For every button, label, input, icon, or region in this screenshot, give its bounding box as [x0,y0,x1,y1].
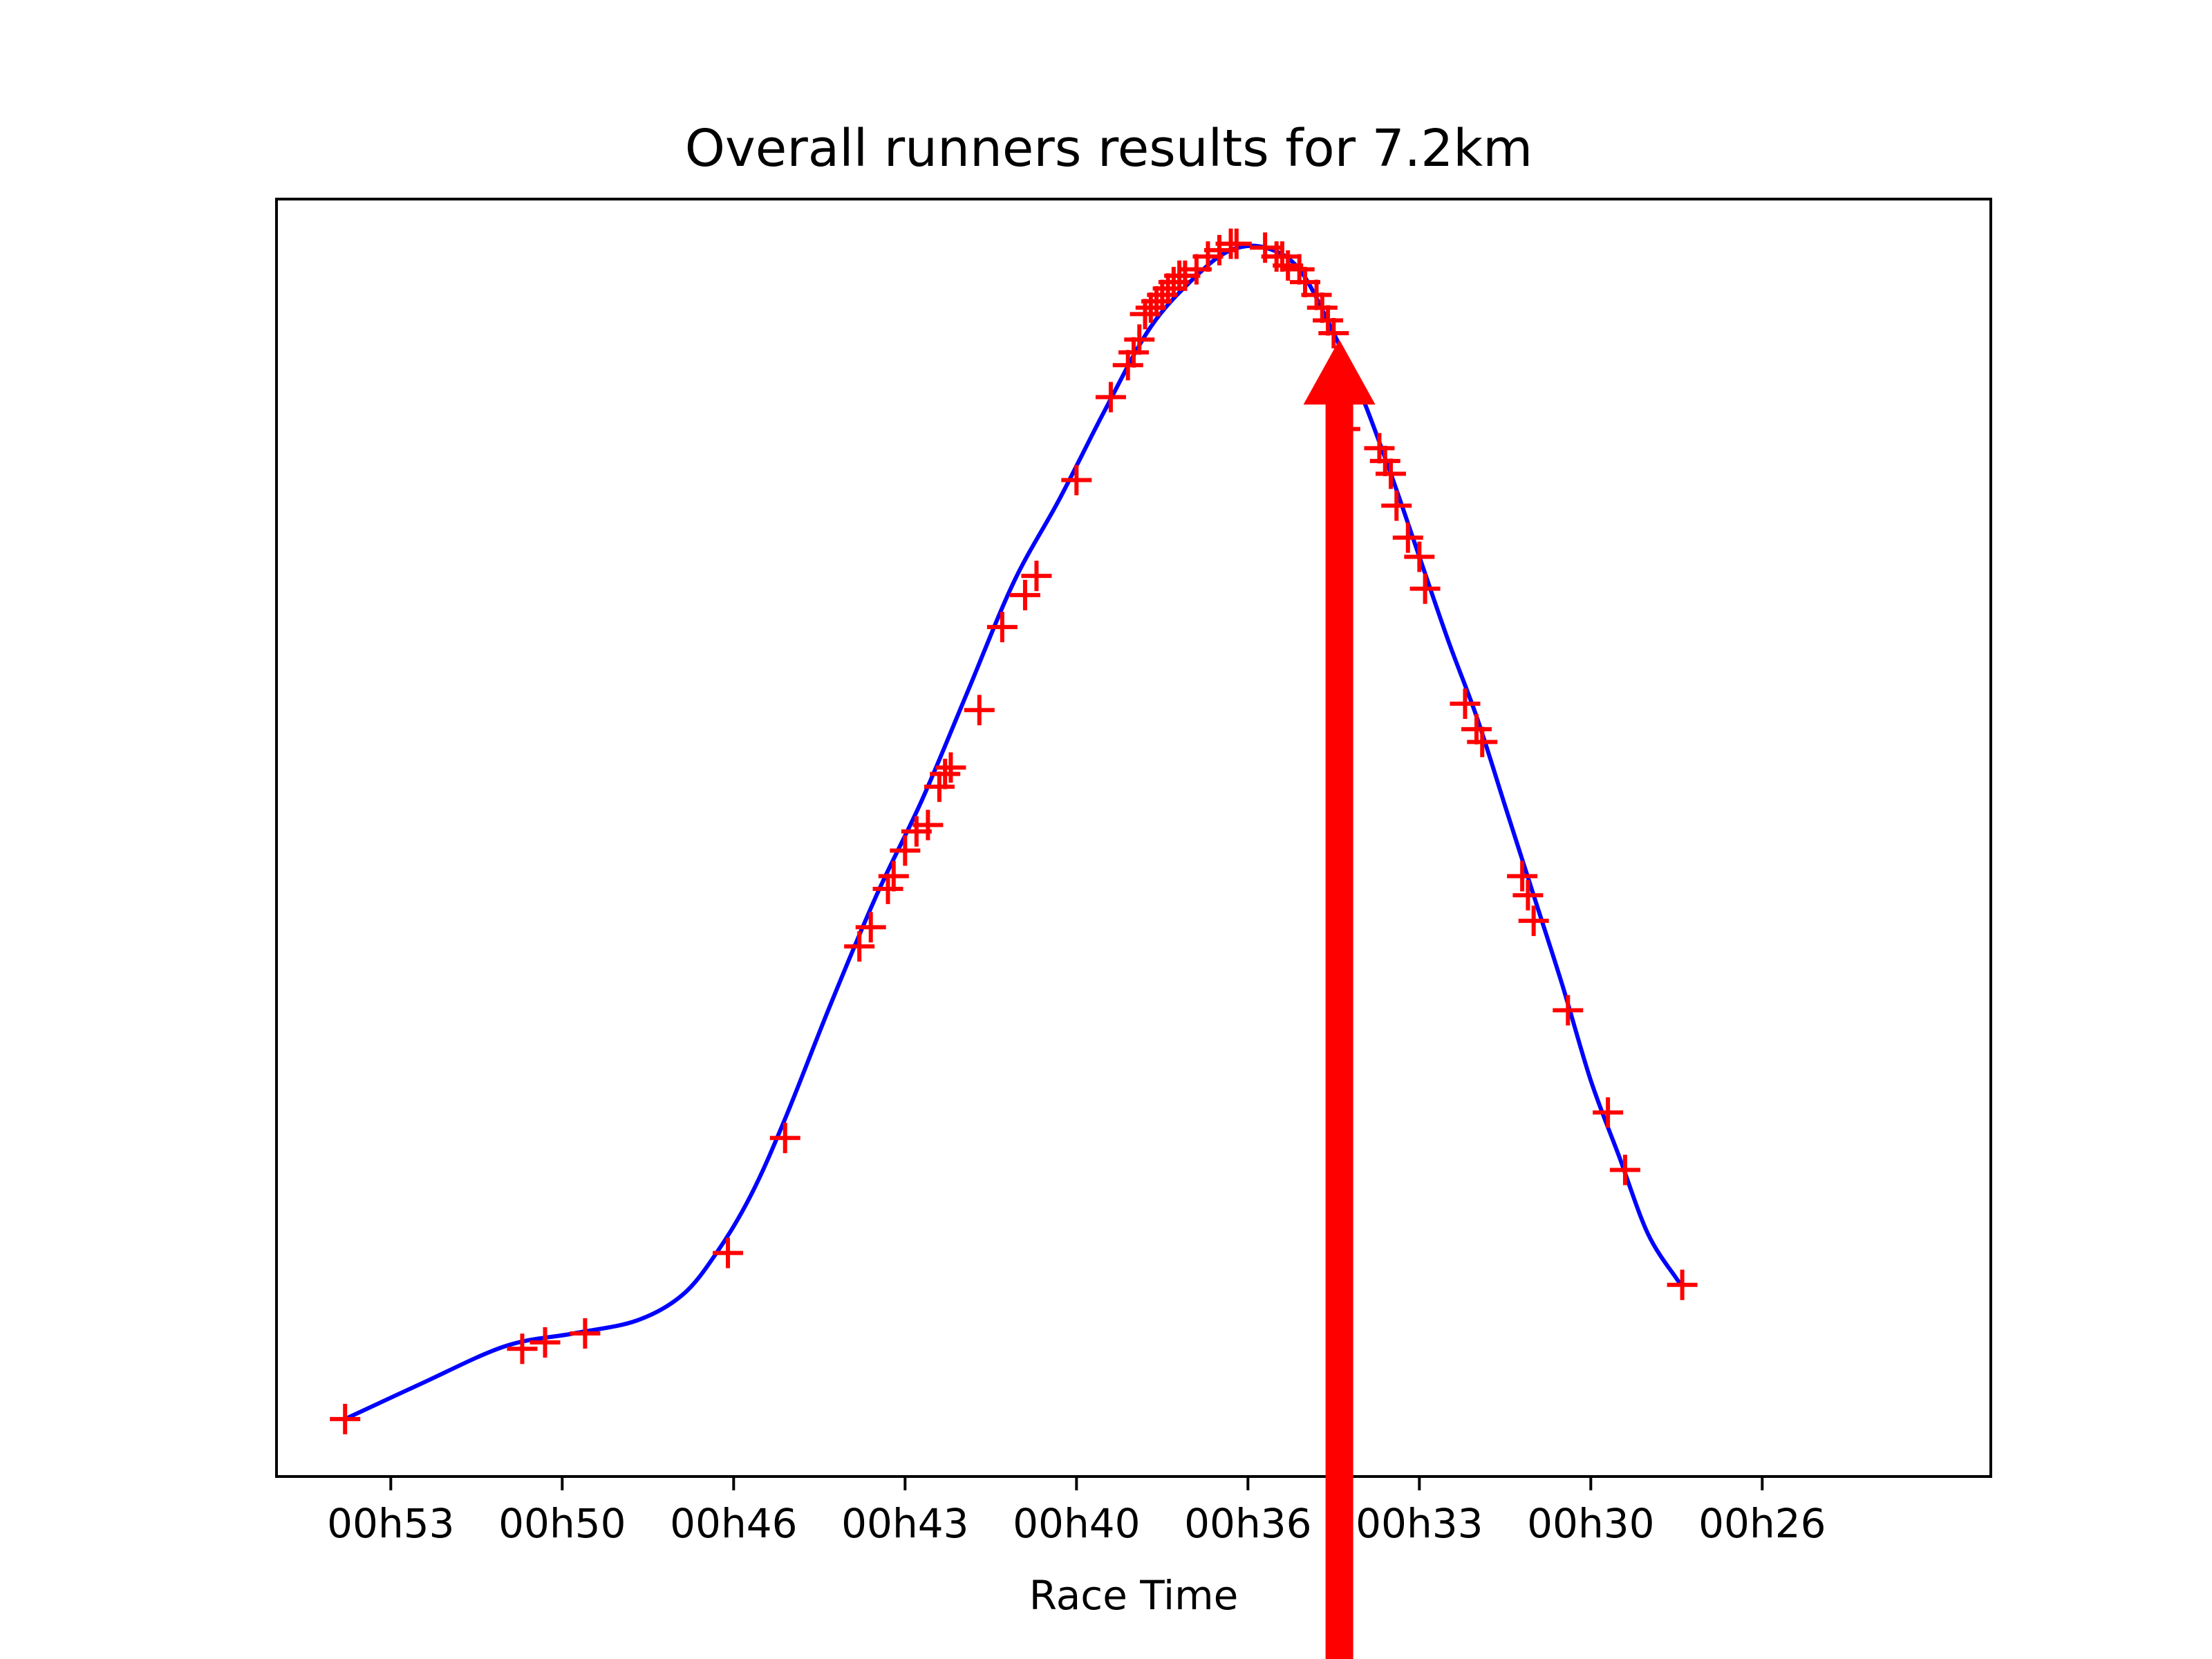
data-point [1369,445,1400,476]
x-axis-label: Race Time [1029,1572,1239,1619]
data-point [1095,382,1126,413]
data-point [1507,861,1538,892]
data-point [1593,1097,1624,1128]
data-point [1450,688,1481,719]
x-axis-ticks: 00h53 00h50 00h46 00h43 00h40 00h36 00h33 00h30… [327,1477,1826,1547]
data-point [930,758,961,789]
data-point [1021,561,1052,592]
data-point [890,835,921,866]
data-point [855,912,886,943]
data-point [1376,458,1406,489]
x-tick-label: 00h46 [670,1500,797,1547]
x-tick-label: 00h40 [1013,1500,1140,1547]
plot-area [330,228,1698,1434]
data-point [964,695,995,726]
data-point [1461,713,1492,744]
x-tick-label: 00h43 [841,1500,968,1547]
arrow-shaft [1325,402,1353,1659]
x-tick-label: 00h26 [1698,1500,1826,1547]
data-point [844,931,875,962]
data-point [1009,579,1040,610]
data-point [1118,337,1149,368]
data-point [1112,350,1143,381]
data-point [1512,880,1544,911]
data-point [1318,318,1349,349]
data-point [1518,906,1549,937]
data-point [872,873,903,904]
data-point [1609,1154,1640,1185]
annotation-layer [1303,339,1376,1659]
data-point [1409,573,1441,604]
data-point [1301,279,1332,310]
data-point [1364,433,1395,464]
data-point [924,771,955,803]
data-point [570,1318,601,1349]
data-point [1221,228,1252,259]
x-tick-label: 00h36 [1184,1500,1311,1547]
data-point [1284,254,1315,285]
data-point [507,1333,538,1365]
data-point [1467,727,1498,758]
x-tick-label: 00h53 [327,1500,454,1547]
data-point [1392,522,1423,553]
data-point [713,1237,744,1268]
data-point [330,1403,361,1434]
data-point [529,1327,561,1358]
chart-title: Overall runners results for 7.2km [685,119,1533,178]
data-point [986,612,1018,643]
data-point [769,1123,800,1154]
arrow-head [1303,339,1376,405]
x-tick-label: 00h33 [1356,1500,1483,1547]
plot-frame [275,198,1992,1478]
data-point [1381,490,1412,521]
data-point [1124,324,1155,355]
data-point [935,752,966,783]
data-point [912,809,944,841]
data-point [1404,541,1435,572]
data-point [1061,465,1092,496]
x-tick-label: 00h50 [498,1500,626,1547]
data-point [1313,305,1344,336]
x-tick-label: 00h30 [1527,1500,1654,1547]
data-point [1306,292,1338,324]
data-point [1667,1269,1698,1300]
data-point [1553,995,1584,1026]
data-point [878,861,909,892]
